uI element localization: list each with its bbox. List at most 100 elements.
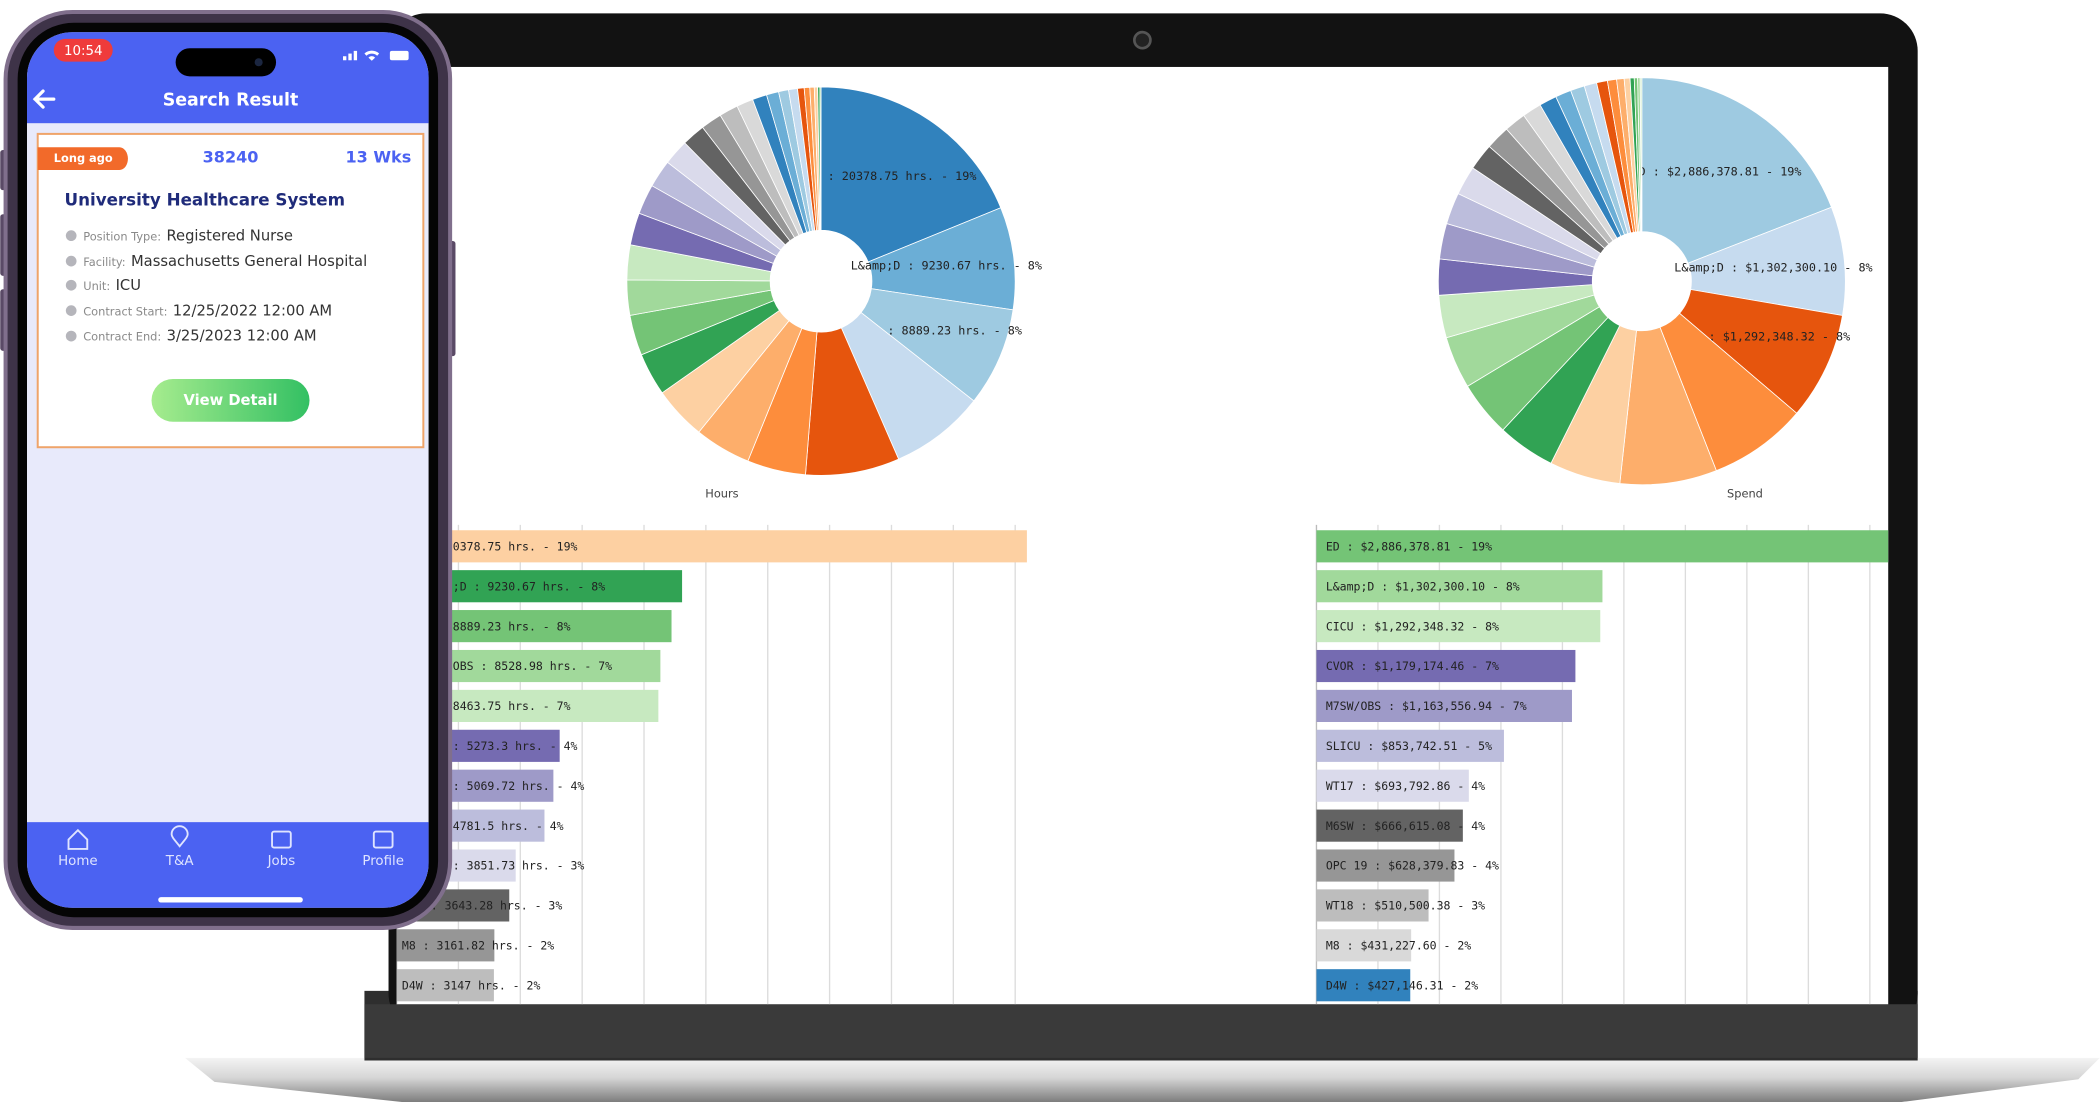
bar-label: 8463.75 hrs. - 7%: [453, 699, 571, 713]
camera: [1133, 30, 1152, 50]
bar-label: 18 : 3643.28 hrs. - 3%: [410, 899, 562, 913]
slice-label: L&amp;D : $1,302,300.10 - 8%: [1674, 260, 1872, 274]
slice-label: CICU : $1,292,348.32 - 8%: [1673, 330, 1850, 344]
ta-icon[interactable]: [170, 825, 189, 848]
pie-slice: [1678, 289, 1843, 414]
bar-label: : 3851.73 hrs. - 3%: [453, 859, 585, 873]
header-title: Search Result: [163, 90, 299, 110]
bar-label: D4W : $427,146.31 - 2%: [1326, 978, 1478, 992]
pie-title: Spend: [1727, 487, 1763, 501]
nav-label: Profile: [362, 854, 404, 869]
bar: [1316, 809, 1463, 842]
pie-slice: [1641, 77, 1832, 264]
nav-labels: Home T&A Jobs Profile: [58, 854, 404, 869]
profile-icon[interactable]: [372, 830, 394, 849]
laptop-base: [185, 1057, 2100, 1102]
bar: [396, 969, 494, 1002]
bar-label: ;D : 9230.67 hrs. - 8%: [453, 579, 605, 593]
dashboard: ED : 20378.75 hrs. - 19% L&amp;D : 9230.6…: [396, 77, 1889, 1005]
bar-label: 4781.5 hrs. - 4%: [453, 819, 564, 833]
bar-label: WT18 : $510,500.38 - 3%: [1326, 899, 1485, 913]
bar-label: CVOR : $1,179,174.46 - 7%: [1326, 659, 1499, 673]
bar-label: CICU : $1,292,348.32 - 8%: [1326, 619, 1499, 633]
home-indicator: [158, 897, 303, 903]
bar-label: OPC 19 : $628,379.83 - 4%: [1326, 859, 1499, 873]
bar-label: WT17 : $693,792.86 - 4%: [1326, 779, 1485, 793]
field-row: Unit: ICU: [83, 277, 141, 294]
nav-label: Jobs: [267, 854, 296, 869]
pie-slice: [1639, 77, 1643, 233]
bar: [1316, 889, 1429, 922]
field-icon: [65, 230, 77, 242]
battery: [389, 50, 409, 61]
bar: [1316, 570, 1603, 603]
field-value: ICU: [116, 277, 141, 294]
slice-label: L&amp;D : 9230.67 hrs. - 8%: [851, 259, 1042, 273]
bar-label: SLICU : $853,742.51 - 5%: [1326, 739, 1492, 753]
slice-label: CVOR : 8889.23 hrs. - 8%: [852, 324, 1022, 338]
status-icons: [343, 50, 409, 61]
bar: [1316, 689, 1572, 722]
bar-label: : 5273.3 hrs. - 4%: [453, 739, 578, 753]
view-detail-button[interactable]: [151, 378, 310, 422]
laptop: ED : 20378.75 hrs. - 19% L&amp;D : 9230.6…: [185, 13, 2100, 1102]
pie-title: Hours: [705, 487, 738, 501]
button-label: View Detail: [183, 392, 277, 409]
dynamic-island: [175, 48, 277, 77]
field-label: Facility:: [83, 254, 125, 268]
bar-label: : 5069.72 hrs. - 4%: [453, 779, 585, 793]
bar-label: M8 : $431,227.60 - 2%: [1326, 939, 1471, 953]
nav-label: Home: [58, 854, 97, 869]
badge-text: Long ago: [54, 151, 113, 165]
jobs-icon[interactable]: [271, 830, 292, 849]
status-time: 10:54: [64, 44, 103, 59]
bar-label: L&amp;D : $1,302,300.10 - 8%: [1326, 579, 1520, 593]
field-label: Contract End:: [83, 329, 161, 343]
field-value: 3/25/2023 12:00 AM: [167, 328, 317, 345]
pie-slice: [820, 86, 1002, 263]
signal: [343, 56, 347, 61]
wifi: [364, 50, 380, 61]
bar-label: 8889.23 hrs. - 8%: [453, 619, 571, 633]
field-row: Contract Start: 12/25/2022 12:00 AM: [83, 302, 332, 319]
field-icon: [65, 330, 77, 342]
signal: [353, 50, 358, 61]
bar-label: M8 : 3161.82 hrs. - 2%: [402, 939, 554, 953]
field-label: Unit:: [83, 278, 110, 292]
job-id: 38240: [203, 148, 259, 167]
time-pill: [53, 38, 113, 62]
bar-label: ED : $2,886,378.81 - 19%: [1326, 539, 1492, 553]
bar: [1316, 530, 1889, 563]
pie-slice: [819, 86, 822, 231]
bar-label: D4W : 3147 hrs. - 2%: [402, 978, 541, 992]
fields: Position Type: Registered Nurse Facility: M…: [65, 227, 367, 345]
nav-label: T&A: [165, 854, 195, 869]
bar: [1316, 610, 1601, 643]
slice-label: ED : $2,886,378.81 - 19%: [1631, 164, 1801, 178]
bar: [396, 530, 1027, 563]
bar: [1316, 729, 1504, 762]
bar: [396, 929, 495, 962]
field-icon: [65, 255, 77, 267]
laptop-hinge: [364, 1004, 1918, 1058]
phone-screen: 10:54 Search Result Long ago 38240 13 Wk…: [27, 32, 429, 908]
duration: 13 Wks: [345, 148, 411, 167]
bar-label: OBS : 8528.98 hrs. - 7%: [453, 659, 612, 673]
bar-label: M6SW : $666,615.08 - 4%: [1326, 819, 1485, 833]
bar: [1316, 929, 1412, 962]
field-value: Massachusetts General Hospital: [131, 253, 367, 270]
bar: [1316, 969, 1411, 1002]
nav-icons: [67, 825, 394, 850]
field-icon: [65, 305, 77, 317]
back-button[interactable]: [32, 89, 56, 109]
field-label: Position Type:: [83, 229, 161, 243]
field-row: Facility: Massachusetts General Hospital: [83, 253, 367, 270]
pie-slice: [1687, 206, 1846, 316]
bar: [1316, 649, 1576, 683]
home-icon[interactable]: [67, 828, 89, 850]
field-value: 12/25/2022 12:00 AM: [173, 302, 332, 319]
bar: [1316, 849, 1455, 882]
card-title: University Healthcare System: [64, 189, 345, 209]
field-row: Position Type: Registered Nurse: [83, 227, 293, 244]
